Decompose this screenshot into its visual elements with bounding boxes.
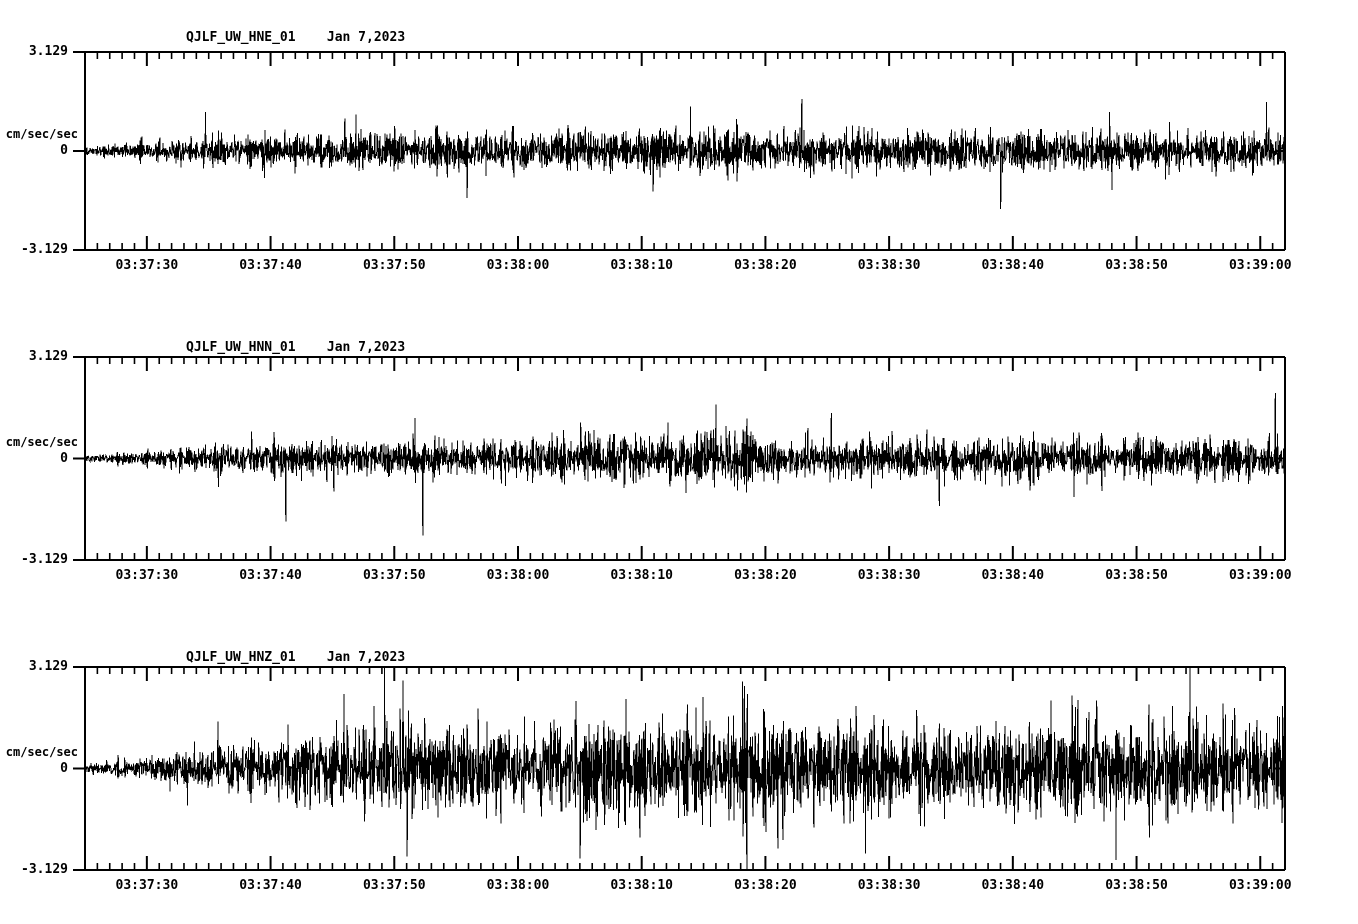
x-tick-label: 03:37:50 [362,878,426,893]
x-tick-label: 03:39:00 [1228,258,1292,273]
x-tick-label: 03:37:40 [239,258,302,273]
x-tick-label: 03:38:20 [734,568,797,583]
y-tick-label-zero: 0 [60,143,68,158]
x-tick-label: 03:37:30 [115,258,179,273]
y-tick-label-max: 3.129 [28,349,68,364]
y-axis-unit-label: cm/sec/sec [5,434,78,449]
x-tick-label: 03:38:10 [610,568,673,583]
x-tick-label: 03:38:50 [1105,258,1168,273]
y-tick-label-max: 3.129 [28,44,68,59]
x-tick-label: 03:38:30 [857,568,921,583]
x-tick-label: 03:38:20 [734,258,797,273]
panel-title: QJLF_UW_HNZ_01 Jan 7,2023 [186,650,406,665]
y-tick-label-min: -3.129 [21,862,68,877]
x-tick-label: 03:38:00 [486,568,550,583]
x-tick-label: 03:38:50 [1105,568,1168,583]
y-tick-label-min: -3.129 [21,242,68,257]
y-tick-label-zero: 0 [60,450,68,466]
x-tick-label: 03:37:50 [362,258,426,273]
y-tick-label-zero: 0 [60,760,68,776]
x-tick-label: 03:37:40 [239,568,302,583]
x-tick-label: 03:38:00 [486,878,550,893]
x-tick-label: 03:37:30 [115,878,179,893]
x-tick-label: 03:37:50 [362,568,426,583]
x-tick-label: 03:38:10 [610,258,673,273]
x-tick-label: 03:38:20 [734,878,797,893]
x-tick-label: 03:38:30 [857,258,921,273]
y-tick-label-min: -3.129 [21,552,68,567]
x-tick-label: 03:38:30 [857,878,921,893]
x-tick-label: 03:39:00 [1228,878,1292,893]
x-tick-label: 03:37:40 [239,878,302,893]
y-axis-unit-label: cm/sec/sec [5,127,78,141]
x-tick-label: 03:39:00 [1228,568,1292,583]
x-tick-label: 03:38:00 [486,258,550,273]
x-tick-label: 03:38:40 [981,258,1045,273]
x-tick-label: 03:38:50 [1105,878,1168,893]
x-tick-label: 03:38:10 [610,878,673,893]
y-axis-unit-label: cm/sec/sec [5,744,78,759]
x-tick-label: 03:38:40 [981,568,1045,583]
panel-title: QJLF_UW_HNE_01 Jan 7,2023 [186,30,406,45]
y-tick-label-max: 3.129 [28,659,68,674]
x-tick-label: 03:38:40 [981,878,1045,893]
panel-title: QJLF_UW_HNN_01 Jan 7,2023 [186,340,406,355]
x-tick-label: 03:37:30 [115,568,179,583]
